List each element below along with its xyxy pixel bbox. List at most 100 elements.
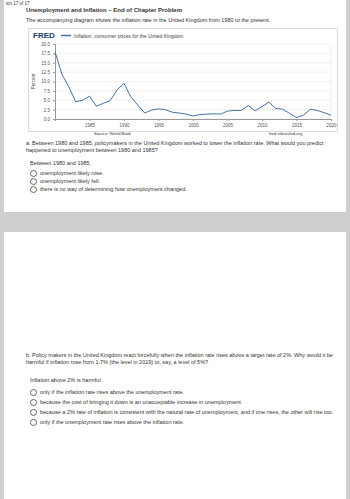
- tick-label: 7.5: [44, 89, 51, 94]
- y-tick: 2.5: [44, 108, 55, 113]
- tick-label: 2010: [257, 123, 268, 128]
- tick-label: 2020: [326, 123, 337, 128]
- tick-label: 12.5: [41, 70, 50, 75]
- x-tick: 2005: [223, 119, 234, 128]
- grid-line: [55, 44, 331, 45]
- x-tick: 2015: [292, 119, 303, 128]
- y-tick: 0.0: [44, 117, 55, 122]
- tick-mark: [297, 119, 298, 121]
- grid: [55, 44, 331, 119]
- option-label[interactable]: because the cost of bringing it down is …: [40, 399, 242, 406]
- plot-area: [55, 52, 331, 118]
- legend-swatch: [61, 35, 71, 37]
- option-label[interactable]: only if the unemployment rate rises abov…: [40, 419, 184, 426]
- tick-label: 20.0: [41, 42, 50, 47]
- tick-label: 2015: [292, 123, 303, 128]
- breadcrumb: ion 17 of 17: [6, 1, 30, 7]
- tick-label: 1985: [85, 123, 96, 128]
- y-tick: 5.0: [44, 98, 55, 103]
- tick-label: 15.0: [41, 61, 50, 66]
- question-card: ion 17 of 17Unemployment and Inflation –…: [4, 0, 346, 212]
- question-prompt: b. Policy makers in the United Kingdom r…: [26, 352, 336, 366]
- answer-option[interactable]: there is no way of determining how unemp…: [30, 186, 330, 193]
- y-tick: 20.0: [41, 42, 55, 47]
- tick-mark: [228, 119, 229, 121]
- option-label[interactable]: unemployment likely rose.: [40, 170, 104, 177]
- tick-mark: [331, 119, 332, 121]
- tick-label: 5.0: [44, 98, 51, 103]
- tick-label: 2000: [188, 123, 199, 128]
- tick-label: 0.0: [44, 117, 51, 122]
- x-tick: 2010: [257, 119, 268, 128]
- answer-option[interactable]: unemployment likely rose.: [30, 170, 330, 177]
- option-label[interactable]: there is no way of determining how unemp…: [40, 186, 187, 193]
- tick-mark: [159, 119, 160, 121]
- question-stem: Inflation above 2% is harmful: [30, 377, 101, 384]
- tick-mark: [193, 119, 194, 121]
- option-label[interactable]: only if the inflation rate rises above t…: [40, 389, 184, 396]
- option-label[interactable]: unemployment likely fell.: [40, 178, 100, 185]
- chart-footer: fred.stlouisfed.org: [269, 131, 302, 136]
- radio-button[interactable]: [30, 170, 37, 177]
- chart: FRED Inflation, consumer prices for the U…: [29, 29, 337, 131]
- axis-line: [53, 45, 56, 120]
- tick-mark: [53, 91, 55, 92]
- x-tick: 1995: [154, 119, 165, 128]
- question-stem: Between 1980 and 1985,: [30, 160, 91, 167]
- tick-mark: [53, 44, 55, 45]
- y-tick: 10.0: [41, 79, 55, 84]
- option-label[interactable]: because a 2% rate of inflation is consis…: [40, 409, 333, 416]
- tick-label: 17.5: [41, 51, 50, 56]
- tick-label: 1990: [119, 123, 130, 128]
- answer-option[interactable]: unemployment likely fell.: [30, 178, 330, 185]
- tick-label: 1995: [154, 123, 165, 128]
- grid-line: [55, 109, 331, 110]
- tick-mark: [262, 119, 263, 121]
- answer-option[interactable]: because a 2% rate of inflation is consis…: [30, 409, 335, 416]
- tick-mark: [90, 119, 91, 121]
- heading: Unemployment and Inflation – End of Chap…: [26, 7, 326, 15]
- tick-mark: [53, 119, 55, 120]
- y-tick: 12.5: [41, 70, 55, 75]
- grid-line: [55, 72, 331, 73]
- tick-mark: [53, 110, 55, 111]
- y-tick: 7.5: [44, 89, 55, 94]
- radio-button[interactable]: [30, 186, 37, 193]
- radio-button[interactable]: [30, 178, 37, 185]
- radio-button[interactable]: [30, 389, 37, 396]
- x-tick: 1990: [119, 119, 130, 128]
- x-tick: 2020: [326, 119, 337, 128]
- grid-line: [55, 81, 331, 82]
- tick-label: 2.5: [44, 108, 51, 113]
- series-line: [55, 52, 331, 118]
- axis-line: [56, 120, 332, 122]
- tick-mark: [124, 119, 125, 121]
- tick-label: 10.0: [41, 79, 50, 84]
- grid-line: [55, 62, 331, 63]
- source: Source: World Bank: [94, 131, 131, 136]
- x-tick: 2000: [188, 119, 199, 128]
- tick-mark: [53, 82, 55, 83]
- tick-mark: [53, 53, 55, 54]
- radio-button[interactable]: [30, 409, 37, 416]
- logo: FRED: [33, 31, 55, 40]
- y-tick: 17.5: [41, 51, 55, 56]
- chart-frame: FRED Inflation, consumer prices for the U…: [28, 28, 338, 132]
- x-axis: 1985 1990 1995 2000 2005 2010 2015 2020: [56, 119, 338, 128]
- plot-frame: [331, 44, 332, 119]
- grid-line: [55, 90, 331, 91]
- radio-button[interactable]: [30, 399, 37, 406]
- y-axis: 0.0 2.5 5.0 7.5 10.0 12.5 15.0 17.5 20.0: [41, 42, 55, 122]
- tick-mark: [53, 100, 55, 101]
- answer-option[interactable]: only if the inflation rate rises above t…: [30, 389, 335, 396]
- grid-line: [55, 100, 331, 101]
- radio-button[interactable]: [30, 419, 37, 426]
- legend-label: Inflation, consumer prices for the Unite…: [74, 33, 184, 39]
- answer-option[interactable]: because the cost of bringing it down is …: [30, 399, 335, 406]
- question-card: b. Policy makers in the United Kingdom r…: [4, 232, 346, 499]
- answer-option[interactable]: only if the unemployment rate rises abov…: [30, 419, 335, 426]
- tick-label: 2005: [223, 123, 234, 128]
- y-tick: 15.0: [41, 61, 55, 66]
- tick-mark: [53, 63, 55, 64]
- x-tick: 1985: [85, 119, 96, 128]
